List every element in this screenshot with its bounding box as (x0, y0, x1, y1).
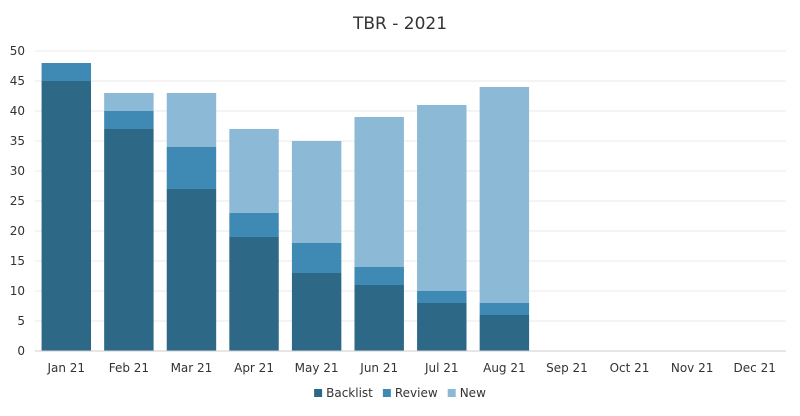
y-tick-label: 15 (10, 254, 25, 268)
bar-backlist-jun-21[interactable] (354, 285, 404, 351)
legend: Backlist Review New (314, 386, 486, 400)
legend-label: New (460, 386, 486, 400)
x-tick-label: Jun 21 (359, 361, 398, 375)
x-tick-label: Jul 21 (424, 361, 459, 375)
chart-title: TBR - 2021 (352, 14, 447, 34)
bar-new-jul-21[interactable] (417, 105, 467, 291)
bar-new-apr-21[interactable] (229, 129, 279, 213)
legend-swatch (382, 389, 391, 397)
y-axis: 0 5 10 15 20 25 30 35 40 45 50 (10, 44, 25, 358)
x-axis: Jan 21 Feb 21 Mar 21 Apr 21 May 21 Jun 21 Jul … (35, 350, 786, 375)
bar-backlist-feb-21[interactable] (104, 129, 154, 351)
x-tick-label: Mar 21 (171, 361, 213, 375)
x-tick-label: Apr 21 (234, 361, 274, 375)
y-tick-label: 50 (10, 44, 25, 58)
bar-review-mar-21[interactable] (166, 147, 217, 189)
legend-item-new[interactable]: New (447, 386, 486, 400)
x-tick-label: May 21 (295, 361, 339, 375)
bar-backlist-apr-21[interactable] (229, 237, 279, 351)
bar-new-aug-21[interactable] (479, 87, 530, 303)
legend-item-review[interactable]: Review (382, 386, 438, 400)
y-tick-label: 5 (17, 314, 25, 328)
bar-backlist-jul-21[interactable] (417, 303, 467, 351)
x-tick-label: Jan 21 (46, 361, 85, 375)
bar-review-aug-21[interactable] (479, 303, 530, 315)
bar-new-may-21[interactable] (291, 141, 342, 243)
bar-new-feb-21[interactable] (104, 93, 154, 111)
y-tick-label: 25 (10, 194, 25, 208)
bar-review-feb-21[interactable] (104, 111, 154, 129)
legend-label: Review (395, 386, 438, 400)
bar-new-mar-21[interactable] (166, 93, 217, 147)
x-tick-label: Sep 21 (546, 361, 588, 375)
y-tick-label: 45 (10, 74, 25, 88)
y-tick-label: 10 (10, 284, 25, 298)
bar-backlist-jan-21[interactable] (41, 81, 92, 351)
legend-item-backlist[interactable]: Backlist (314, 386, 373, 400)
gridlines (35, 50, 786, 322)
bar-review-jul-21[interactable] (417, 291, 467, 303)
bars (41, 63, 530, 351)
x-tick-label: Feb 21 (109, 361, 149, 375)
bar-backlist-mar-21[interactable] (166, 189, 217, 351)
y-tick-label: 35 (10, 134, 25, 148)
y-tick-label: 0 (17, 344, 25, 358)
legend-swatch (447, 389, 456, 397)
legend-label: Backlist (326, 386, 373, 400)
x-tick-label: Aug 21 (483, 361, 526, 375)
legend-swatch (314, 389, 323, 397)
y-tick-label: 40 (10, 104, 25, 118)
y-tick-label: 30 (10, 164, 25, 178)
bar-review-jan-21[interactable] (41, 63, 92, 81)
x-tick-label: Nov 21 (671, 361, 714, 375)
bar-backlist-may-21[interactable] (291, 273, 342, 351)
bar-backlist-aug-21[interactable] (479, 315, 530, 351)
bar-review-may-21[interactable] (291, 243, 342, 273)
bar-review-jun-21[interactable] (354, 267, 404, 285)
x-tick-label: Dec 21 (734, 361, 776, 375)
x-tick-label: Oct 21 (610, 361, 650, 375)
bar-new-jun-21[interactable] (354, 117, 404, 267)
y-tick-label: 20 (10, 224, 25, 238)
bar-review-apr-21[interactable] (229, 213, 279, 237)
